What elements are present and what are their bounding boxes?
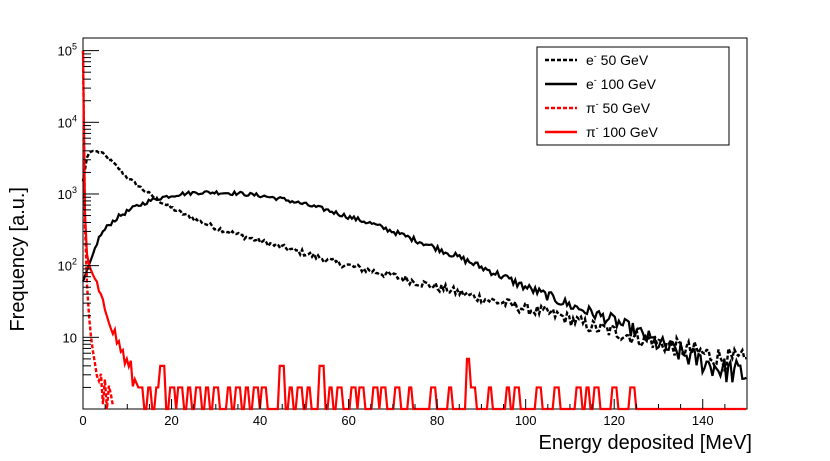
y-axis-title: Frequency [a.u.] (7, 187, 29, 332)
series-line (81, 50, 115, 410)
x-tick-label: 40 (253, 413, 267, 428)
legend: e- 50 GeV e- 100 GeV π- 50 GeV π- 100 GeV (536, 46, 730, 146)
x-tick-label: 60 (341, 413, 355, 428)
legend-label: π- 50 GeV (586, 99, 651, 116)
x-tick-label: 80 (430, 413, 444, 428)
legend-label: π- 100 GeV (586, 123, 658, 140)
legend-label: e- 50 GeV (586, 51, 649, 68)
x-tick-label: 120 (603, 413, 625, 428)
x-axis: 0 20 40 60 80 100 120 140 (79, 399, 748, 428)
y-tick-label: 103 (58, 185, 77, 202)
x-tick-label: 100 (515, 413, 537, 428)
y-tick-label: 102 (58, 257, 77, 274)
legend-label: e- 100 GeV (586, 75, 657, 92)
y-tick-label: 104 (58, 113, 77, 130)
y-tick-label: 10 (63, 330, 77, 345)
x-tick-label: 0 (79, 413, 86, 428)
x-tick-label: 20 (164, 413, 178, 428)
x-axis-title: Energy deposited [MeV] (539, 432, 752, 454)
legend-box (536, 46, 730, 146)
x-tick-label: 140 (692, 413, 714, 428)
series-line (81, 149, 747, 373)
y-tick-label: 105 (58, 42, 77, 59)
series-line (81, 189, 747, 383)
y-axis: 10 102 103 104 105 (58, 42, 99, 410)
